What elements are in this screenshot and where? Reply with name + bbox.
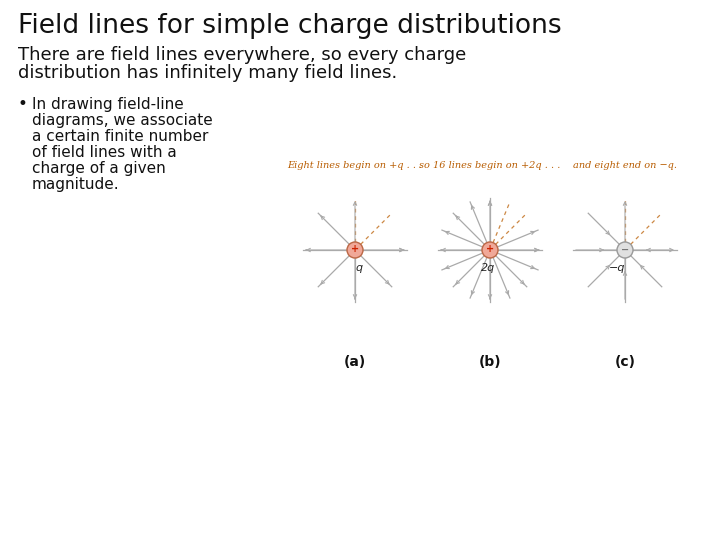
Text: distribution has infinitely many field lines.: distribution has infinitely many field l… — [18, 64, 397, 82]
Text: magnitude.: magnitude. — [32, 177, 120, 192]
Circle shape — [347, 242, 363, 258]
Circle shape — [482, 242, 498, 258]
Text: of field lines with a: of field lines with a — [32, 145, 176, 160]
Text: so 16 lines begin on +2q . . .: so 16 lines begin on +2q . . . — [419, 161, 561, 170]
Text: (b): (b) — [479, 355, 501, 369]
Text: 2q: 2q — [481, 263, 495, 273]
Text: and eight end on −q.: and eight end on −q. — [573, 161, 677, 170]
Text: •: • — [18, 95, 28, 113]
Text: There are field lines everywhere, so every charge: There are field lines everywhere, so eve… — [18, 46, 467, 64]
Text: +: + — [351, 245, 359, 254]
Circle shape — [617, 242, 633, 258]
Text: (a): (a) — [344, 355, 366, 369]
Text: charge of a given: charge of a given — [32, 161, 166, 176]
Text: q: q — [356, 263, 363, 273]
Text: In drawing field-line: In drawing field-line — [32, 97, 184, 112]
Text: diagrams, we associate: diagrams, we associate — [32, 113, 212, 128]
Text: +: + — [486, 245, 494, 254]
Text: −q: −q — [608, 263, 625, 273]
Text: −: − — [621, 245, 629, 254]
Text: Field lines for simple charge distributions: Field lines for simple charge distributi… — [18, 13, 562, 39]
Text: a certain finite number: a certain finite number — [32, 129, 208, 144]
Text: Eight lines begin on +q . . .: Eight lines begin on +q . . . — [287, 161, 423, 170]
Text: (c): (c) — [614, 355, 636, 369]
